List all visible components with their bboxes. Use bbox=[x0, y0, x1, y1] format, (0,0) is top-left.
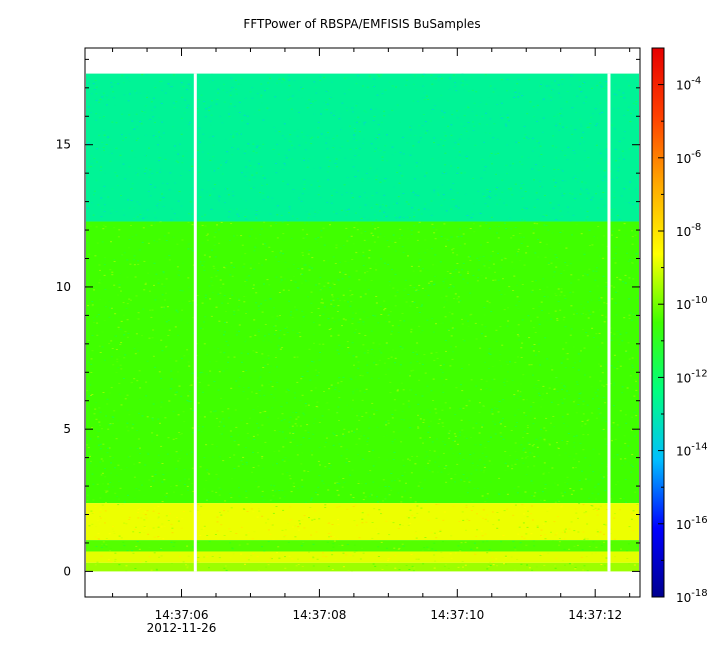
y-axis: 0 5 10 15 bbox=[56, 58, 640, 578]
x-tick-label: 14:37:10 bbox=[430, 608, 484, 622]
y-tick-label: 5 bbox=[63, 422, 71, 436]
x-tick-label: 14:37:12 bbox=[568, 608, 622, 622]
x-date-label: 2012-11-26 bbox=[147, 621, 217, 635]
y-tick-label: 15 bbox=[56, 138, 71, 152]
colorbar-tick-label: 10-6 bbox=[676, 149, 701, 166]
colorbar-tick-label: 10-18 bbox=[676, 588, 708, 605]
spectrogram-band-bottom-5 bbox=[86, 562, 639, 572]
colorbar-tick-label: 10-12 bbox=[676, 368, 708, 385]
spectrogram-band-middle-1 bbox=[86, 221, 639, 504]
spectrogram-noise bbox=[86, 73, 639, 572]
colorbar: 10-4 10-6 10-8 10-10 10-12 10-14 10-16 10-18 bbox=[651, 47, 708, 605]
x-tick-label: 14:37:06 bbox=[155, 608, 209, 622]
colorbar-tick-label: 10-8 bbox=[676, 222, 701, 239]
colorbar-gradient bbox=[651, 47, 665, 598]
colorbar-tick-label: 10-16 bbox=[676, 515, 708, 532]
data-gap-1 bbox=[607, 73, 611, 572]
data-gap-0 bbox=[193, 73, 197, 572]
y-tick-label: 0 bbox=[63, 564, 71, 578]
spectrogram-band-narrow-3 bbox=[86, 540, 639, 552]
plot-frame bbox=[84, 47, 641, 598]
chart-title: FFTPower of RBSPA/EMFISIS BuSamples bbox=[243, 17, 481, 31]
spectrogram-band-strong-4 bbox=[86, 551, 639, 563]
colorbar-tick-label: 10-14 bbox=[676, 442, 708, 459]
colorbar-tick-label: 10-10 bbox=[676, 295, 708, 312]
x-tick-label: 14:37:08 bbox=[292, 608, 346, 622]
colorbar-tick-label: 10-4 bbox=[676, 76, 701, 93]
x-axis: 14:37:06 14:37:08 14:37:10 14:37:12 2012-11-… bbox=[112, 48, 631, 635]
plot-area bbox=[84, 47, 641, 598]
y-tick-label: 10 bbox=[56, 280, 71, 294]
